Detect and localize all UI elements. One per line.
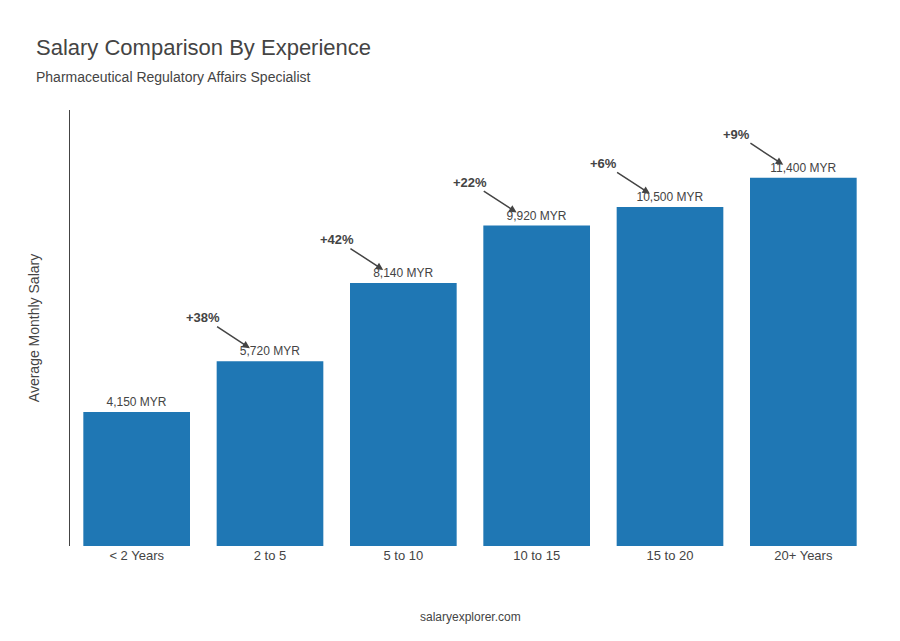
svg-text:< 2 Years: < 2 Years [109, 548, 164, 563]
svg-text:2 to 5: 2 to 5 [254, 548, 287, 563]
svg-text:salaryexplorer.com: salaryexplorer.com [420, 610, 521, 624]
svg-text:10,500 MYR: 10,500 MYR [636, 190, 703, 204]
svg-text:8,140 MYR: 8,140 MYR [373, 266, 433, 280]
svg-text:5,720 MYR: 5,720 MYR [240, 344, 300, 358]
svg-text:Pharmaceutical Regulatory Affa: Pharmaceutical Regulatory Affairs Specia… [36, 69, 311, 85]
svg-text:20+ Years: 20+ Years [774, 548, 833, 563]
svg-text:10 to 15: 10 to 15 [513, 548, 560, 563]
svg-text:Salary Comparison By Experienc: Salary Comparison By Experience [36, 35, 371, 60]
svg-text:4,150 MYR: 4,150 MYR [106, 395, 166, 409]
svg-text:9,920 MYR: 9,920 MYR [506, 209, 566, 223]
svg-text:+9%: +9% [723, 127, 750, 142]
svg-text:+6%: +6% [590, 156, 617, 171]
svg-text:11,400 MYR: 11,400 MYR [770, 161, 836, 175]
svg-text:+38%: +38% [186, 310, 220, 325]
svg-text:+22%: +22% [453, 175, 487, 190]
svg-text:Average Monthly Salary: Average Monthly Salary [26, 254, 42, 402]
svg-text:5 to 10: 5 to 10 [383, 548, 423, 563]
svg-text:+42%: +42% [320, 232, 354, 247]
svg-text:15 to 20: 15 to 20 [647, 548, 694, 563]
